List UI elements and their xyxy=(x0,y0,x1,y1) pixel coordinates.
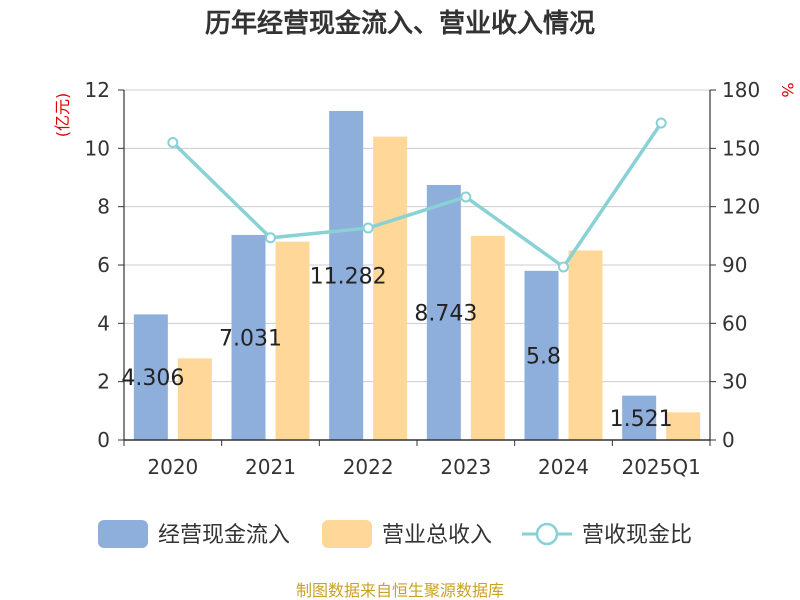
x-tick-label: 2023 xyxy=(440,455,491,479)
right-tick-label: 150 xyxy=(722,136,760,160)
left-tick-label: 12 xyxy=(85,78,110,102)
right-tick-label: 120 xyxy=(722,195,760,219)
cash-inflow-data-label: 5.8 xyxy=(526,344,561,369)
ratio-point xyxy=(265,232,276,244)
right-tick-label: 180 xyxy=(722,78,760,102)
chart-title: 历年经营现金流入、营业收入情况 xyxy=(205,8,595,39)
x-tick-label: 2021 xyxy=(245,455,296,479)
right-tick-label: 90 xyxy=(722,253,747,277)
cash-inflow-data-label: 11.282 xyxy=(310,264,387,289)
left-tick-label: 0 xyxy=(97,428,110,452)
cash-inflow-bar xyxy=(622,395,657,440)
legend-revenue-swatch xyxy=(322,520,372,548)
cash-inflow-data-label: 4.306 xyxy=(121,366,184,391)
ratio-line-path xyxy=(171,122,663,270)
data-labels: 4.306 7.031 11.282 8.743 5.8 1.521 xyxy=(121,264,672,431)
revenue-bar xyxy=(568,250,603,440)
axes xyxy=(118,89,716,446)
left-tick-label: 2 xyxy=(97,370,110,394)
x-tick-label: 2022 xyxy=(343,455,394,479)
source-note: 制图数据来自恒生聚源数据库 xyxy=(296,581,504,600)
legend-cash-inflow-label: 经营现金流入 xyxy=(158,523,290,548)
ratio-point xyxy=(558,261,569,273)
ratio-line xyxy=(167,117,667,273)
revenue-bar xyxy=(177,358,212,440)
revenue-bar xyxy=(666,412,701,440)
legend: 经营现金流入 营业总收入 营收现金比 xyxy=(98,520,692,548)
right-tick-label: 0 xyxy=(722,428,735,452)
ratio-point xyxy=(167,137,179,148)
legend-revenue-label: 营业总收入 xyxy=(382,523,492,548)
cash-inflow-data-label: 7.031 xyxy=(219,326,282,351)
left-tick-label: 6 xyxy=(97,253,110,277)
cash-inflow-bar xyxy=(426,184,461,440)
left-tick-label: 10 xyxy=(85,136,110,160)
bar-marks xyxy=(133,110,701,441)
cash-inflow-bar xyxy=(133,314,168,440)
ratio-point xyxy=(362,222,374,234)
right-axis-unit: % xyxy=(778,82,797,97)
cash-inflow-data-label: 8.743 xyxy=(414,301,477,326)
ratio-point xyxy=(460,191,472,203)
x-tick-label: 2020 xyxy=(147,455,198,479)
left-tick-label: 4 xyxy=(97,311,110,335)
gridlines xyxy=(124,89,710,383)
x-tick-label: 2025Q1 xyxy=(621,455,700,479)
cash-inflow-bar xyxy=(231,234,266,440)
left-tick-label: 8 xyxy=(97,195,110,219)
right-tick-label: 60 xyxy=(722,311,747,335)
revenue-bar xyxy=(470,235,505,440)
right-tick-label: 30 xyxy=(722,370,747,394)
revenue-bar xyxy=(275,241,310,440)
revenue-bar xyxy=(373,136,408,440)
cash-inflow-data-label: 1.521 xyxy=(610,407,673,432)
ratio-point xyxy=(655,117,667,129)
x-tick-label: 2024 xyxy=(538,455,589,479)
left-axis-unit: (亿元) xyxy=(53,93,72,138)
legend-ratio-label: 营收现金比 xyxy=(582,523,692,548)
cash-inflow-bar xyxy=(329,110,364,441)
cash-inflow-bar xyxy=(524,270,559,440)
legend-ratio-swatch-marker xyxy=(535,522,559,546)
legend-cash-inflow-swatch xyxy=(98,520,148,548)
